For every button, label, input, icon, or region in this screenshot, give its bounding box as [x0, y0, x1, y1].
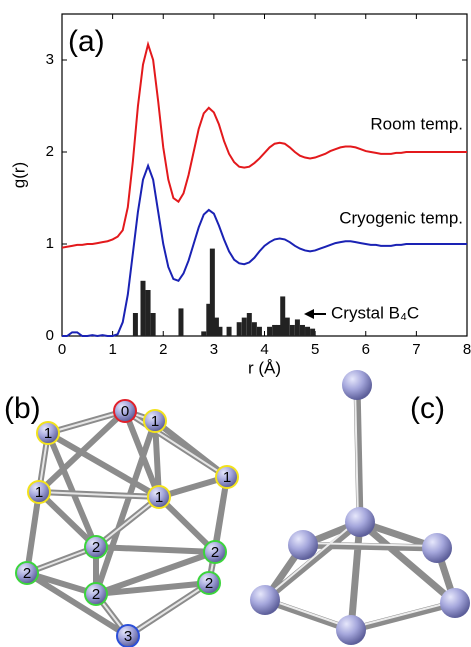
bar: [305, 327, 310, 336]
x-tick-label: 0: [58, 341, 66, 358]
atom-label: 0: [121, 403, 129, 420]
bar: [146, 290, 151, 336]
atom-label: 3: [124, 628, 132, 645]
arrow-head: [304, 309, 314, 319]
bar: [242, 318, 247, 336]
bar: [257, 327, 262, 336]
bar: [290, 325, 295, 336]
bar: [178, 308, 183, 336]
bar: [151, 313, 156, 336]
atom-label: 1: [44, 425, 52, 442]
atom-label: 1: [155, 489, 163, 506]
bar: [141, 281, 146, 336]
bar: [237, 322, 242, 336]
bar: [227, 327, 232, 336]
bar: [217, 327, 222, 336]
bar: [133, 313, 138, 336]
y-tick-label: 0: [46, 327, 54, 344]
bar: [267, 327, 272, 336]
rod-highlights: [27, 411, 227, 636]
x-tick-label: 3: [210, 341, 218, 358]
panel-c: (c): [250, 370, 470, 645]
bar: [300, 325, 305, 336]
y-axis-label: g(r): [9, 162, 28, 188]
y-tick-label: 1: [46, 235, 54, 252]
x-tick-label: 4: [260, 341, 268, 358]
atom: [440, 588, 470, 618]
bar: [252, 322, 257, 336]
atom-label: 2: [211, 544, 219, 561]
panel-label: (c): [410, 392, 445, 425]
panel-b: 0 1 1 1 1 1 2 2 2 2 2 3: [16, 400, 238, 647]
bar: [310, 329, 315, 336]
bar: [201, 331, 206, 336]
bar: [295, 319, 300, 336]
atom-label: 2: [92, 586, 100, 603]
series-label: Room temp.: [370, 114, 463, 133]
plot-frame: [62, 14, 467, 336]
y-tick-label: 2: [46, 143, 54, 160]
series-label: Crystal B₄C: [331, 303, 419, 322]
panel-label: (a): [68, 25, 105, 58]
atom-label: 1: [35, 484, 43, 501]
atom: [336, 615, 366, 645]
bar: [280, 296, 285, 336]
atom: [250, 585, 280, 615]
bar: [285, 318, 290, 336]
atom: [422, 533, 452, 563]
atom-label: 2: [205, 575, 213, 592]
atom-label: 2: [92, 539, 100, 556]
atom-label: 1: [151, 413, 159, 430]
atom: [345, 507, 375, 537]
x-tick-label: 5: [311, 341, 319, 358]
bar: [247, 313, 252, 336]
panel-label: (b): [4, 392, 41, 425]
atom: [288, 530, 318, 560]
series-label: Cryogenic temp.: [339, 208, 463, 227]
x-tick-label: 7: [412, 341, 420, 358]
atom-label: 1: [223, 469, 231, 486]
atom: [342, 370, 372, 400]
x-tick-label: 1: [108, 341, 116, 358]
figure: 0 1 1 1 1 1 2 2 2 2 2 3 (c) (b) 0 1 2 3 4 5 6 7 8 0 1 2 3 r (Å) g…: [0, 0, 471, 647]
x-axis-label: r (Å): [248, 358, 281, 377]
x-tick-label: 2: [159, 341, 167, 358]
atom-label: 2: [23, 565, 31, 582]
x-tick-label: 8: [463, 341, 471, 358]
x-tick-label: 6: [362, 341, 370, 358]
y-tick-label: 3: [46, 51, 54, 68]
